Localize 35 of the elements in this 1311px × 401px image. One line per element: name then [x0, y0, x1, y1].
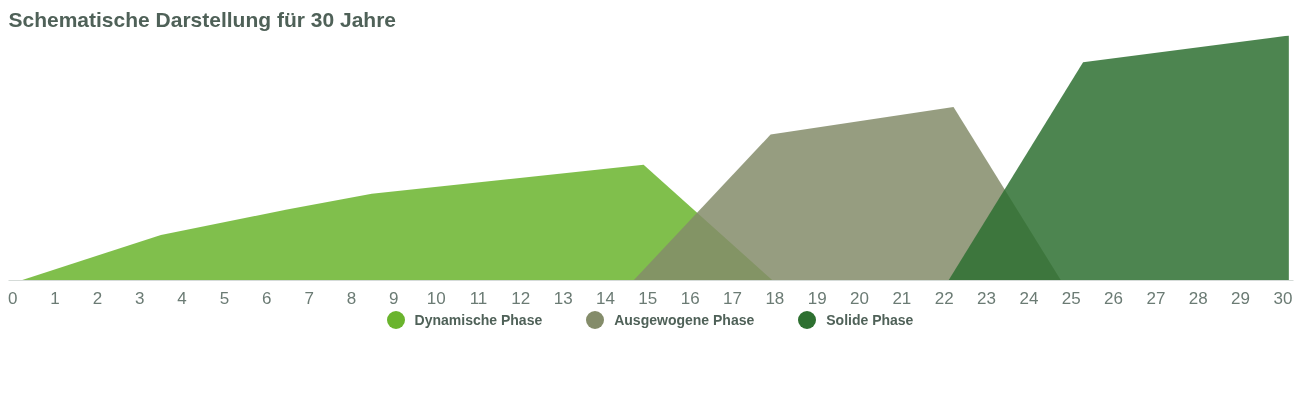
x-tick-label: 29 — [1231, 288, 1251, 308]
x-tick-label: 1 — [50, 288, 60, 308]
x-tick-label: 14 — [596, 288, 615, 308]
x-tick-label: 25 — [1061, 288, 1081, 308]
x-tick-label: 0 — [8, 288, 18, 308]
x-tick-label: 12 — [511, 288, 531, 308]
x-tick-label: 2 — [92, 288, 103, 308]
x-tick-label: 6 — [262, 288, 272, 308]
legend-label: Ausgewogene Phase — [614, 312, 755, 328]
x-tick-label: 10 — [426, 288, 446, 308]
x-tick-label: 13 — [553, 288, 573, 308]
x-tick-label: 9 — [389, 288, 399, 308]
x-tick-label: 22 — [934, 288, 954, 308]
x-tick-label: 30 — [1273, 288, 1293, 308]
x-tick-label: 24 — [1019, 288, 1039, 308]
x-tick-label: 21 — [892, 288, 912, 308]
x-tick-label: 15 — [638, 288, 658, 308]
chart-title: Schematische Darstellung für 30 Jahre — [8, 7, 396, 31]
x-tick-label: 16 — [680, 288, 700, 308]
x-tick-label: 5 — [219, 288, 230, 308]
x-tick-label: 18 — [765, 288, 785, 308]
x-tick-label: 4 — [177, 288, 187, 308]
x-tick-label: 8 — [346, 288, 357, 308]
legend-label: Solide Phase — [826, 312, 914, 328]
x-tick-label: 28 — [1188, 288, 1208, 308]
x-tick-label: 20 — [850, 288, 869, 308]
x-tick-label: 7 — [304, 288, 314, 308]
x-tick-label: 27 — [1146, 288, 1166, 308]
x-tick-label: 3 — [135, 288, 145, 308]
x-tick-label: 11 — [469, 288, 488, 308]
x-tick-label: 23 — [977, 288, 997, 308]
legend-label: Dynamische Phase — [414, 312, 543, 328]
x-tick-label: 19 — [807, 288, 827, 308]
x-tick-label: 17 — [723, 288, 742, 308]
x-tick-label: 26 — [1104, 288, 1124, 308]
